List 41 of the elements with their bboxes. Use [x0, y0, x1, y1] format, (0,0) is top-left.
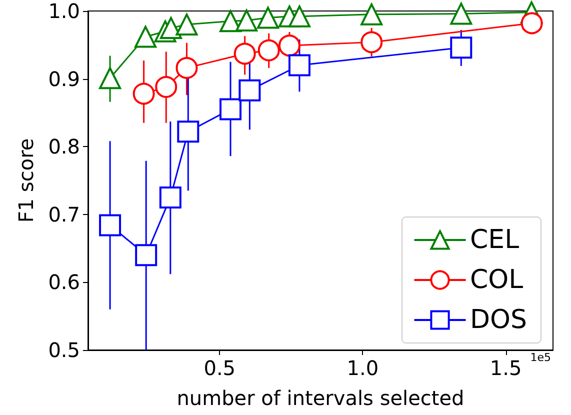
point [135, 244, 158, 266]
point [176, 56, 198, 79]
y-tick-label: 1.0 [48, 0, 80, 23]
point [159, 186, 182, 208]
y-axis-title: F1 score [14, 138, 38, 223]
point [177, 120, 200, 143]
point [450, 2, 472, 25]
point [99, 67, 122, 90]
point [238, 79, 261, 102]
y-tick-label: 0.7 [48, 202, 80, 226]
point [99, 214, 122, 236]
x-tick-label: 1.0 [346, 356, 379, 380]
text: 1e5 [530, 351, 551, 364]
point [134, 26, 157, 48]
point [258, 39, 280, 62]
x-axis-title: number of intervals selected [176, 386, 464, 410]
point [132, 82, 155, 105]
point [176, 14, 198, 36]
point [520, 12, 543, 34]
point [155, 76, 178, 98]
point [288, 5, 310, 28]
point [288, 54, 310, 76]
legend-label: CEL [470, 225, 520, 255]
point [278, 34, 300, 57]
point [234, 42, 256, 65]
x-tick-label: 1.5 [490, 356, 522, 380]
y-tick-label: 0.9 [48, 66, 80, 91]
x-tick-label: 0.5 [204, 356, 236, 380]
point [450, 36, 472, 59]
point [160, 16, 182, 39]
point [220, 10, 242, 32]
y-tick-label: 0.8 [48, 134, 80, 159]
legend-label: DOS [470, 305, 528, 335]
point [220, 98, 242, 120]
y-tick-label: 0.5 [48, 338, 80, 362]
point [236, 9, 258, 32]
point [360, 3, 383, 26]
point [256, 6, 279, 29]
legend-label: COL [470, 265, 524, 295]
point [360, 31, 383, 54]
y-tick-label: 0.6 [48, 270, 80, 294]
